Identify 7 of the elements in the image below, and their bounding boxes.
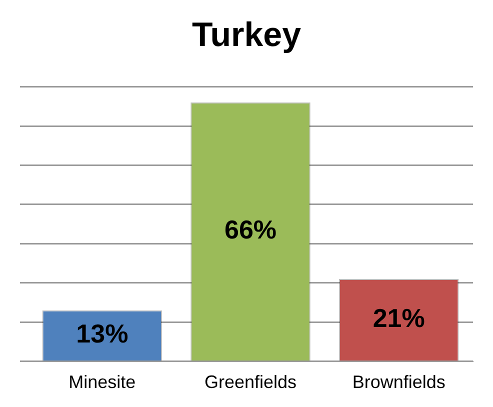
data-label: 66% [224,214,277,245]
x-tick-label: Brownfields [352,372,446,392]
data-label: 13% [76,318,128,349]
x-tick-label: Minesite [68,372,136,392]
x-tick-label: Greenfields [204,372,297,392]
chart-title: Turkey [192,16,302,54]
data-label: 21% [372,303,425,334]
